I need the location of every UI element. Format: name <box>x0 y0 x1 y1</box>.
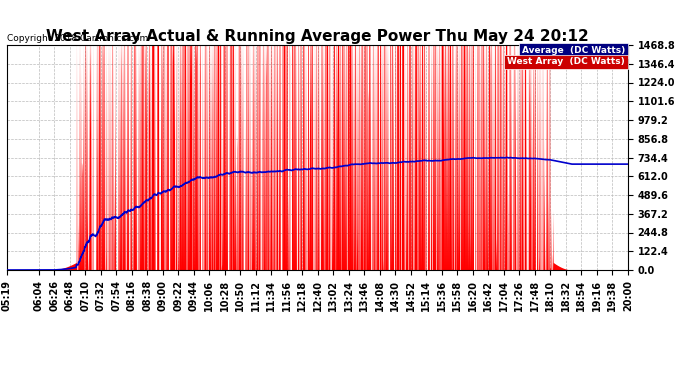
Title: West Array Actual & Running Average Power Thu May 24 20:12: West Array Actual & Running Average Powe… <box>46 29 589 44</box>
Text: Average  (DC Watts): Average (DC Watts) <box>522 46 625 55</box>
Text: Copyright 2018 Cartronics.com: Copyright 2018 Cartronics.com <box>7 34 148 43</box>
Text: West Array  (DC Watts): West Array (DC Watts) <box>507 57 625 66</box>
